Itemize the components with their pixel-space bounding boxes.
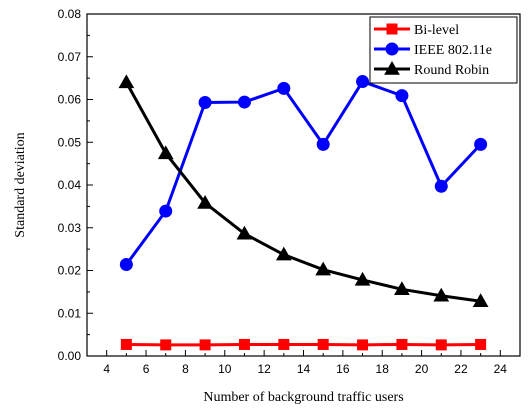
x-tick-label: 8: [182, 362, 189, 376]
y-tick-label: 0.07: [58, 50, 82, 64]
legend-label: IEEE 802.11e: [414, 43, 492, 58]
legend: Bi-level IEEE 802.11e Round Robin: [369, 16, 518, 84]
y-tick-label: 0.05: [58, 135, 82, 149]
data-point: [433, 287, 450, 302]
y-tick-label: 0.08: [58, 7, 82, 21]
data-point: [395, 89, 409, 103]
data-point: [277, 81, 291, 95]
series-line: [125, 81, 481, 303]
y-tick-label: 0.04: [58, 178, 82, 192]
x-tick-label: 18: [376, 362, 390, 376]
data-point: [238, 338, 250, 350]
data-point: [354, 271, 371, 286]
data-point: [317, 338, 329, 350]
x-tick-label: 14: [297, 362, 311, 376]
x-tick-label: 12: [257, 362, 271, 376]
series-layer: [118, 74, 489, 351]
x-tick-label: 6: [143, 362, 150, 376]
x-tick-label: 20: [415, 362, 429, 376]
data-point: [356, 75, 370, 89]
data-point: [278, 338, 290, 350]
data-point: [474, 137, 488, 151]
data-point: [435, 339, 447, 351]
data-point: [394, 281, 410, 296]
data-point: [199, 339, 211, 351]
data-point: [434, 179, 448, 193]
x-tick-label: 10: [218, 362, 232, 376]
legend-label: Bi-level: [414, 23, 459, 38]
data-point: [118, 74, 135, 89]
y-axis: 0.00 0.01 0.02 0.03 0.04 0.05 0.06 0.07 0.08: [58, 7, 93, 363]
data-point: [157, 145, 174, 160]
x-axis-title: Number of background traffic users: [203, 390, 403, 405]
data-point: [357, 339, 369, 351]
data-point: [198, 95, 212, 109]
data-point: [237, 95, 251, 109]
x-axis: 4 6 8 10 12 14 16 18 20 22 24: [86, 350, 521, 376]
y-tick-label: 0.06: [58, 93, 82, 107]
data-point: [236, 225, 253, 240]
x-tick-label: 16: [336, 362, 350, 376]
data-point: [159, 204, 173, 218]
y-axis-title: Standard deviation: [13, 132, 28, 237]
data-point: [475, 338, 487, 350]
y-tick-label: 0.02: [58, 264, 82, 278]
legend-marker: [386, 23, 398, 35]
legend-marker: [385, 42, 399, 56]
x-tick-label: 22: [454, 362, 468, 376]
data-point: [160, 339, 172, 351]
data-point: [120, 338, 132, 350]
data-point: [315, 261, 332, 276]
data-point: [197, 194, 213, 209]
x-tick-label: 24: [494, 362, 508, 376]
series-round-robin: [118, 74, 489, 308]
data-point: [275, 246, 292, 261]
data-point: [472, 293, 489, 308]
y-tick-label: 0.01: [58, 306, 82, 320]
data-point: [316, 137, 330, 151]
legend-marker: [384, 60, 400, 75]
y-tick-label: 0.03: [58, 221, 82, 235]
data-point: [396, 338, 408, 350]
data-point: [119, 258, 133, 272]
legend-label: Round Robin: [414, 63, 489, 78]
y-tick-label: 0.00: [58, 349, 82, 363]
series-bi-level: [120, 338, 487, 351]
series-line: [125, 79, 482, 266]
x-tick-label: 4: [103, 362, 110, 376]
series-ieee-802-11e: [119, 75, 488, 272]
